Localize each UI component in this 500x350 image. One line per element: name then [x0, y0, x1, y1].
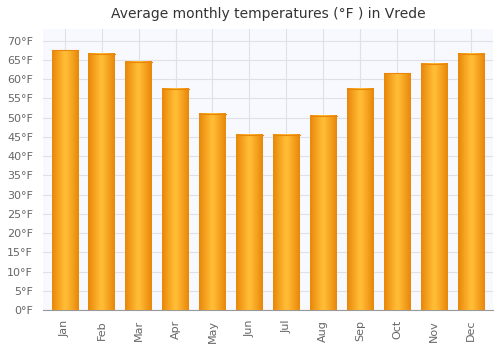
Title: Average monthly temperatures (°F ) in Vrede: Average monthly temperatures (°F ) in Vr… [110, 7, 425, 21]
